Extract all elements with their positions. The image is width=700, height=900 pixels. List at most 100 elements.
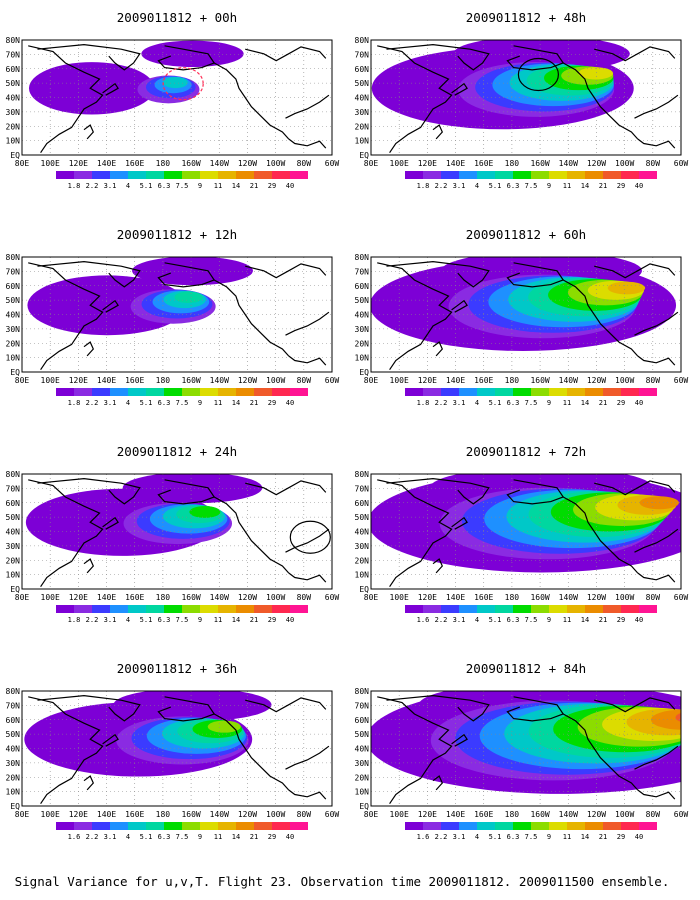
colorbar-swatch — [272, 388, 290, 396]
colorbar-label: 3.1 — [453, 399, 466, 407]
colorbar-label: 21 — [250, 182, 258, 190]
colorbar-label: 7.5 — [525, 399, 538, 407]
x-tick-label: 120W — [587, 159, 606, 168]
coastline — [285, 311, 330, 336]
x-tick-label: 180 — [505, 810, 520, 819]
variance-contour-fill — [163, 76, 188, 89]
colorbar-swatch — [146, 822, 164, 830]
colorbar-swatch — [639, 388, 657, 396]
x-tick-label: 80E — [15, 376, 30, 385]
colorbar-swatch — [236, 822, 254, 830]
map-frame — [370, 39, 682, 156]
variance-contour-fill — [27, 275, 188, 336]
colorbar-swatch — [405, 171, 423, 179]
y-tick-label: 50N — [6, 296, 21, 305]
y-tick-label: 10N — [355, 571, 370, 580]
colorbar-swatch — [405, 822, 423, 830]
coastline — [102, 733, 119, 747]
y-tick-label: 30N — [6, 325, 21, 334]
colorbar-swatch — [182, 605, 200, 613]
x-tick-label: 140W — [559, 376, 578, 385]
map-frame — [21, 473, 333, 590]
colorbar-label: 40 — [286, 616, 294, 624]
colorbar-swatch — [639, 171, 657, 179]
x-tick-label: 120W — [238, 810, 257, 819]
colorbar-swatch — [56, 171, 74, 179]
colorbar-swatch — [164, 171, 182, 179]
colorbar-swatch — [459, 605, 477, 613]
y-tick-label: 80N — [6, 470, 21, 479]
x-tick-label: 80E — [15, 810, 30, 819]
colorbar-swatch — [477, 388, 495, 396]
coastline — [37, 260, 141, 288]
colorbar-swatch — [236, 171, 254, 179]
x-tick-label: 160W — [181, 159, 200, 168]
x-tick-label: 120W — [587, 593, 606, 602]
colorbar-swatch — [531, 388, 549, 396]
colorbar-swatch — [128, 605, 146, 613]
x-tick-label: 100E — [390, 376, 409, 385]
colorbar-label: 5.1 — [140, 833, 153, 841]
x-tick-label: 100E — [390, 810, 409, 819]
coastline — [506, 45, 565, 71]
x-tick-label: 100W — [266, 159, 285, 168]
colorbar-label: 2.2 — [86, 182, 99, 190]
coastline — [102, 299, 119, 313]
y-tick-label: 10N — [6, 571, 21, 580]
colorbar-swatch — [549, 171, 567, 179]
y-tick-label: 80N — [355, 36, 370, 45]
coastline — [83, 124, 95, 140]
x-tick-label: 160W — [530, 810, 549, 819]
colorbar-swatch — [621, 171, 639, 179]
x-tick-label: 140W — [559, 593, 578, 602]
colorbar-label: 7.5 — [176, 182, 189, 190]
colorbar-swatch — [441, 171, 459, 179]
colorbar-swatch — [585, 605, 603, 613]
colorbar-label: 6.3 — [507, 833, 520, 841]
x-tick-label: 140E — [97, 593, 116, 602]
colorbar-label: 5.1 — [140, 616, 153, 624]
colorbar-label: 3.1 — [453, 182, 466, 190]
colorbar-swatch — [531, 822, 549, 830]
y-tick-label: 10N — [355, 137, 370, 146]
colorbar-swatch — [254, 605, 272, 613]
colorbar-label: 7.5 — [525, 182, 538, 190]
colorbar-label: 21 — [250, 833, 258, 841]
colorbar-swatch — [459, 388, 477, 396]
colorbar-label: 14 — [581, 616, 589, 624]
x-tick-label: 160E — [125, 159, 144, 168]
colorbar-label: 4 — [475, 616, 479, 624]
coastline — [157, 45, 216, 71]
colorbar-label: 2.2 — [435, 833, 448, 841]
colorbar-swatch — [531, 605, 549, 613]
colorbar-label: 40 — [286, 399, 294, 407]
colorbar-swatch — [146, 388, 164, 396]
coastline — [432, 341, 444, 357]
y-tick-label: EQ — [10, 585, 20, 594]
coastline — [245, 46, 327, 62]
colorbar-label: 29 — [617, 182, 625, 190]
x-tick-label: 120W — [238, 376, 257, 385]
colorbar-swatch — [603, 388, 621, 396]
variance-contour-fill — [174, 291, 203, 303]
x-tick-label: 160W — [181, 593, 200, 602]
x-tick-label: 60W — [674, 376, 689, 385]
coastline — [506, 696, 565, 722]
colorbar-label: 29 — [268, 616, 276, 624]
y-tick-label: 40N — [6, 311, 21, 320]
y-tick-label: EQ — [10, 802, 20, 811]
colorbar-swatch — [74, 171, 92, 179]
x-tick-label: 100W — [266, 376, 285, 385]
panel-title: 2009011812 + 12h — [117, 227, 237, 242]
coastline — [634, 94, 679, 119]
colorbar-label: 7.5 — [525, 616, 538, 624]
colorbar-label: 11 — [563, 616, 571, 624]
colorbar-label: 4 — [126, 616, 130, 624]
x-tick-label: 100E — [390, 593, 409, 602]
coastline — [451, 516, 468, 530]
y-tick-label: 70N — [355, 50, 370, 59]
x-tick-label: 100W — [266, 810, 285, 819]
colorbar-label: 7.5 — [525, 833, 538, 841]
x-tick-label: 120W — [587, 810, 606, 819]
colorbar-swatch — [513, 822, 531, 830]
